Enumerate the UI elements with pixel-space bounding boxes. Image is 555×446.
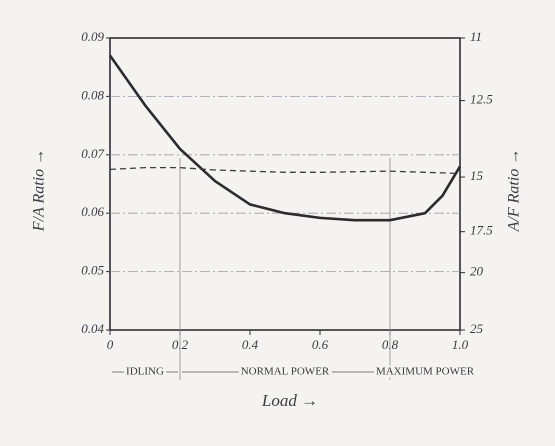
x-tick-label: 0.6 xyxy=(312,337,329,352)
y2-tick-label: 17.5 xyxy=(470,223,493,238)
y-tick-label: 0.04 xyxy=(81,321,104,336)
region-label: NORMAL POWER xyxy=(241,366,330,378)
region-label-bg xyxy=(124,365,166,378)
x-tick-label: 0.4 xyxy=(242,337,259,352)
y-tick-label: 0.05 xyxy=(81,263,104,278)
y-tick-label: 0.08 xyxy=(81,87,104,102)
plot-frame xyxy=(109,37,461,331)
region-label: IDLING xyxy=(126,366,164,378)
y2-tick-label: 11 xyxy=(470,29,482,44)
x-tick-label: 1.0 xyxy=(452,337,469,352)
region-label-bg xyxy=(373,365,477,378)
data-line xyxy=(108,54,462,222)
x-axis-label: Load → xyxy=(261,391,318,410)
y2-tick-label: 15 xyxy=(470,168,484,183)
x-tick-label: 0 xyxy=(107,337,114,352)
y2-tick-label: 20 xyxy=(470,264,484,279)
y2-tick-label: 25 xyxy=(470,321,484,336)
region-label-bg xyxy=(238,365,332,378)
y-tick-label: 0.07 xyxy=(81,146,104,161)
y-tick-label: 0.06 xyxy=(81,204,104,219)
y2-axis-label: A/F Ratio → xyxy=(506,149,523,233)
data-line xyxy=(109,166,461,175)
region-label: MAXIMUM POWER xyxy=(376,366,475,378)
y-axis-label: F/A Ratio → xyxy=(31,149,48,232)
y2-tick-label: 12.5 xyxy=(470,92,493,107)
y-tick-label: 0.09 xyxy=(81,29,104,44)
